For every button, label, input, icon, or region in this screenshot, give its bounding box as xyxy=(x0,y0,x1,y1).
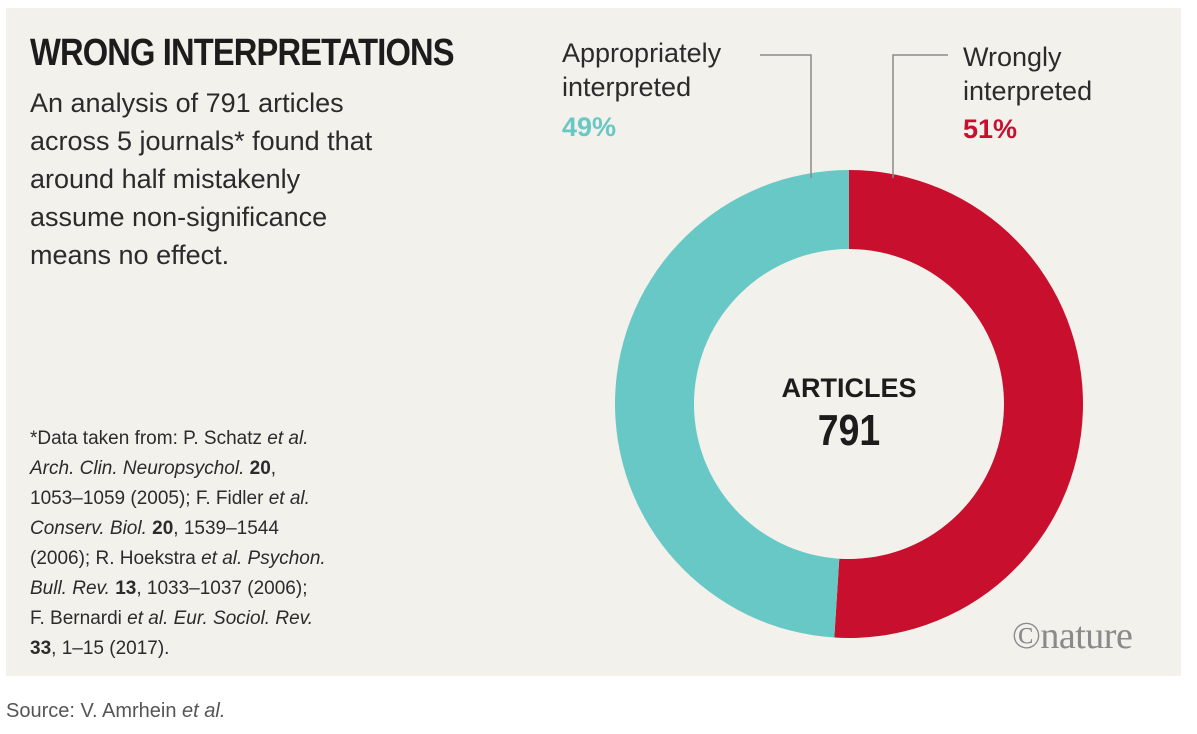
wrong-slice xyxy=(834,170,1083,638)
center-value: 791 xyxy=(818,405,880,455)
center-label: ARTICLES xyxy=(782,373,917,403)
footnote-line: Conserv. Biol. 20, 1539–1544 xyxy=(30,518,279,539)
footnote-line: (2006); R. Hoekstra et al. Psychon. xyxy=(30,548,326,569)
data-footnote: *Data taken from: P. Schatz et al. Arch.… xyxy=(30,424,450,664)
chart-subtitle: An analysis of 791 articles across 5 jou… xyxy=(30,84,470,274)
wrong-label-line1: Wrongly xyxy=(963,42,1062,72)
footnote-line: 1053–1059 (2005); F. Fidler et al. xyxy=(30,488,310,509)
subtitle-line: across 5 journals* found that xyxy=(30,126,373,156)
nature-logo: ©nature xyxy=(1012,615,1133,657)
appropriate-label-line2: interpreted xyxy=(562,72,692,102)
footnote-line: *Data taken from: P. Schatz et al. xyxy=(30,428,309,449)
subtitle-line: assume non-significance xyxy=(30,202,328,232)
appropriate-slice xyxy=(614,170,849,638)
wrong-percent-label: 51% xyxy=(963,114,1018,144)
appropriate-label-line1: Appropriately xyxy=(562,38,722,68)
appropriate-percent-label: 49% xyxy=(562,112,617,142)
footnote-line: Bull. Rev. 13, 1033–1037 (2006); xyxy=(30,578,308,599)
wrong-leader-line xyxy=(892,54,948,178)
wrong-label-line2: interpreted xyxy=(963,76,1093,106)
subtitle-line: around half mistakenly xyxy=(30,164,301,194)
appropriate-leader-line xyxy=(760,54,812,178)
chart-title: WRONG INTERPRETATIONS xyxy=(30,32,455,74)
footnote-line: 33, 1–15 (2017). xyxy=(30,638,170,659)
footnote-line: F. Bernardi et al. Eur. Sociol. Rev. xyxy=(30,608,314,629)
subtitle-line: means no effect. xyxy=(30,240,230,270)
source-caption: Source: V. Amrhein et al. xyxy=(6,700,226,722)
subtitle-line: An analysis of 791 articles xyxy=(30,88,344,118)
footnote-line: Arch. Clin. Neuropsychol. 20, xyxy=(30,458,277,479)
